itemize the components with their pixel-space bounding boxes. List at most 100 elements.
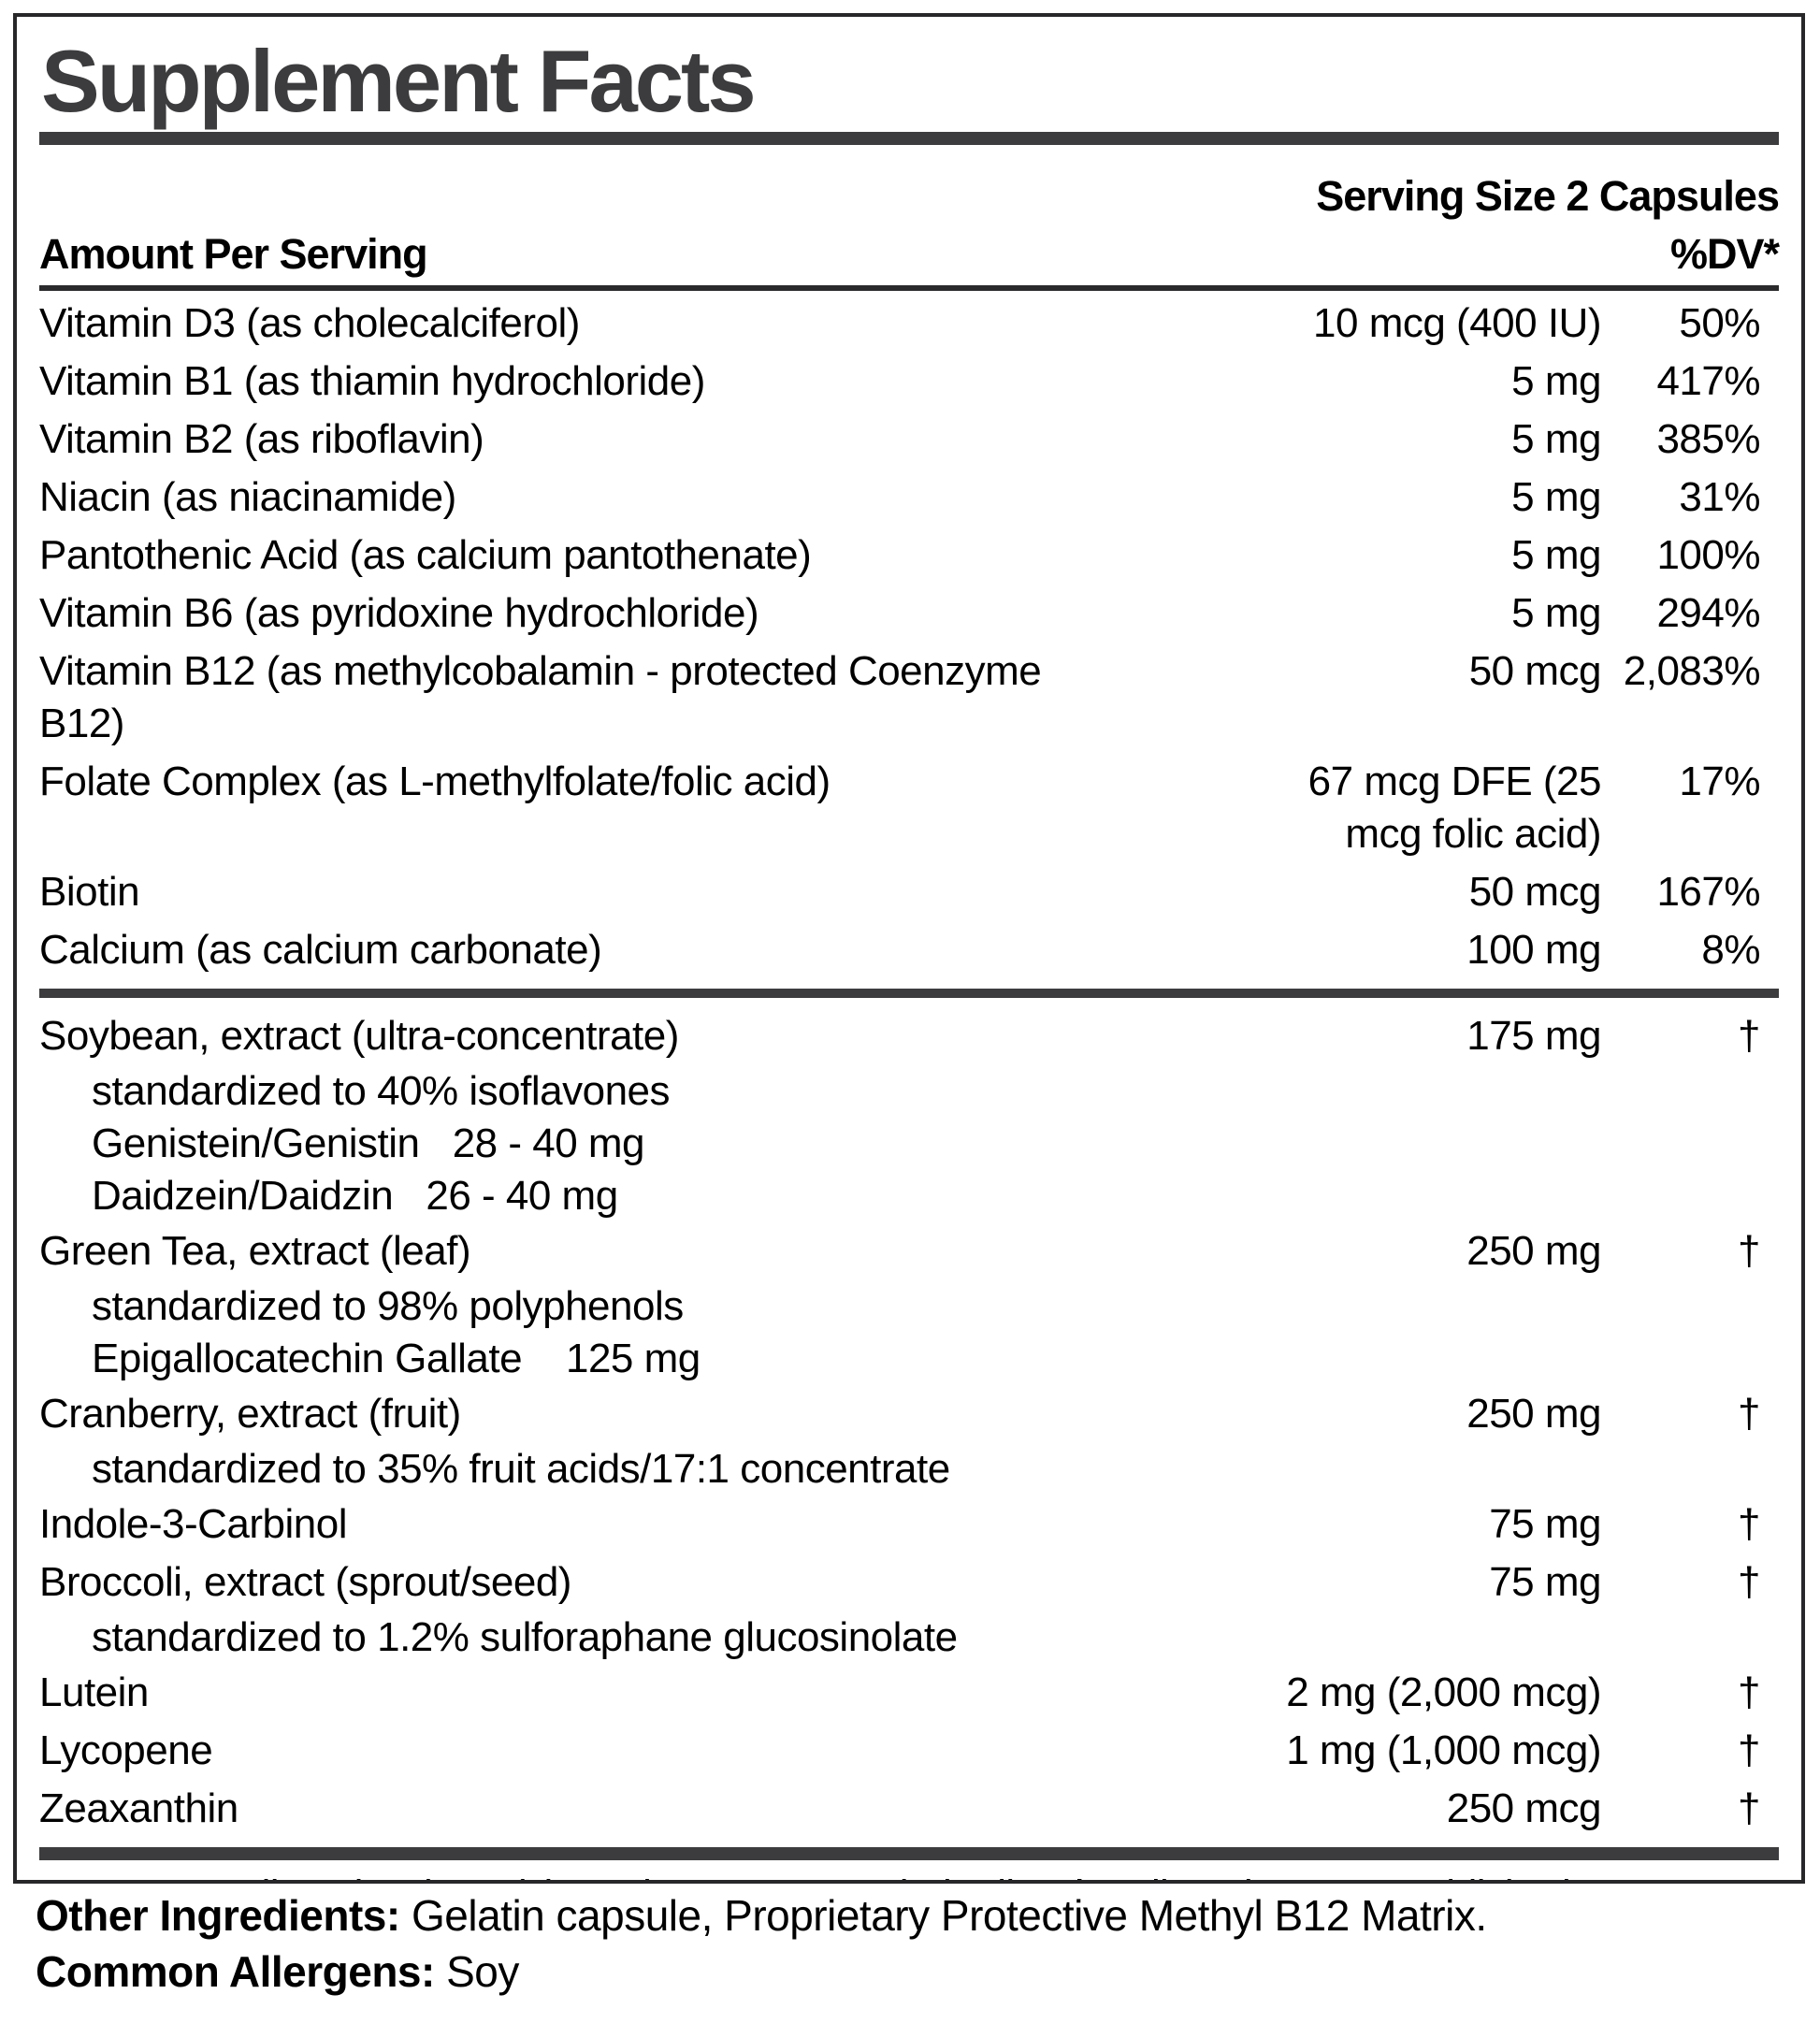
nutrient-name: Broccoli, extract (sprout/seed) <box>39 1558 571 1605</box>
nutrient-row: Folate Complex (as L-methylfolate/folic … <box>39 753 1779 863</box>
nutrient-dv: 2,083% <box>1623 647 1761 694</box>
nutrient-row: Vitamin D3 (as cholecalciferol) 10 mcg (… <box>39 295 1779 353</box>
nutrient-name: Vitamin B6 (as pyridoxine hydrochloride) <box>39 589 759 636</box>
nutrient-name: Genistein/Genistin 28 - 40 mg <box>92 1120 645 1166</box>
below-panel-text: Other Ingredients: Gelatin capsule, Prop… <box>36 1887 1487 2000</box>
nutrient-dv: 100% <box>1656 531 1760 578</box>
nutrient-row: Indole-3-Carbinol 75 mg † <box>39 1496 1779 1553</box>
supplement-facts-panel: Supplement Facts Serving Size 2 Capsules… <box>13 13 1805 1884</box>
title-divider <box>39 131 1779 145</box>
allergens-value: Soy <box>446 1947 519 1996</box>
nutrient-name: Lutein <box>39 1669 149 1715</box>
nutrient-amount: 100 mg <box>1466 926 1601 973</box>
other-ingredients-line: Other Ingredients: Gelatin capsule, Prop… <box>36 1887 1487 1944</box>
nutrient-name: Green Tea, extract (leaf) <box>39 1227 471 1274</box>
nutrient-dv: 31% <box>1679 473 1760 520</box>
nutrient-name: standardized to 35% fruit acids/17:1 con… <box>92 1445 950 1492</box>
nutrient-dv: 167% <box>1656 868 1760 915</box>
nutrient-row: Soybean, extract (ultra-concentrate) 175… <box>39 1007 1779 1065</box>
nutrient-name: Indole-3-Carbinol <box>39 1500 348 1547</box>
amount-per-serving-header: Amount Per Serving <box>39 229 428 278</box>
nutrient-amount: 250 mg <box>1466 1390 1601 1437</box>
nutrient-amount: 250 mg <box>1466 1227 1601 1274</box>
nutrient-row: Lutein 2 mg (2,000 mcg) † <box>39 1664 1779 1722</box>
allergens-label: Common Allergens: <box>36 1947 435 1996</box>
nutrient-row: Niacin (as niacinamide) 5 mg 31% <box>39 469 1779 527</box>
header-divider <box>39 284 1779 291</box>
nutrient-amount: 5 mg <box>1511 357 1601 404</box>
nutrient-name: Vitamin D3 (as cholecalciferol) <box>39 299 580 346</box>
nutrient-dv: † <box>1738 1012 1760 1059</box>
nutrient-name: standardized to 98% polyphenols <box>92 1282 684 1329</box>
nutrient-dv: 8% <box>1701 926 1760 973</box>
nutrient-name: Vitamin B1 (as thiamin hydrochloride) <box>39 357 705 404</box>
nutrient-dv: 385% <box>1656 415 1760 462</box>
nutrient-row: Biotin 50 mcg 167% <box>39 863 1779 921</box>
nutrient-amount: 75 mg <box>1489 1558 1601 1605</box>
nutrient-row: Lycopene 1 mg (1,000 mcg) † <box>39 1722 1779 1780</box>
nutrient-row: Cranberry, extract (fruit) 250 mg † <box>39 1385 1779 1443</box>
nutrient-row: standardized to 40% isoflavones <box>39 1065 1779 1118</box>
nutrient-dv: † <box>1738 1727 1760 1773</box>
nutrient-name: Vitamin B2 (as riboflavin) <box>39 415 484 462</box>
nutrient-name: Calcium (as calcium carbonate) <box>39 926 602 973</box>
nutrient-dv: 17% <box>1679 758 1760 804</box>
nutrient-row: Vitamin B12 (as methylcobalamin - protec… <box>39 643 1779 753</box>
nutrient-name: standardized to 40% isoflavones <box>92 1067 671 1114</box>
nutrient-row: Daidzein/Daidzin 26 - 40 mg <box>39 1170 1779 1222</box>
nutrient-dv: † <box>1738 1390 1760 1437</box>
allergens-line: Common Allergens: Soy <box>36 1944 1487 2000</box>
nutrient-amount: 5 mg <box>1511 531 1601 578</box>
nutrient-amount: 5 mg <box>1511 473 1601 520</box>
nutrient-amount: 67 mcg DFE (25 mcg folic acid) <box>1307 758 1602 857</box>
nutrient-amount: 175 mg <box>1466 1012 1601 1059</box>
nutrient-name: Soybean, extract (ultra-concentrate) <box>39 1012 679 1059</box>
nutrient-name: Lycopene <box>39 1727 213 1773</box>
nutrient-name: Biotin <box>39 868 140 915</box>
nutrient-row: Vitamin B1 (as thiamin hydrochloride) 5 … <box>39 353 1779 411</box>
nutrient-row: Vitamin B6 (as pyridoxine hydrochloride)… <box>39 585 1779 643</box>
nutrient-amount: 250 mcg <box>1446 1785 1602 1831</box>
dv-column-header: %DV* <box>1669 229 1780 278</box>
nutrient-row: Genistein/Genistin 28 - 40 mg <box>39 1118 1779 1170</box>
nutrient-row: Epigallocatechin Gallate 125 mg <box>39 1333 1779 1385</box>
nutrient-amount: 50 mcg <box>1468 868 1602 915</box>
nutrient-row: Zeaxanthin 250 mcg † <box>39 1780 1779 1838</box>
footnote-divider <box>39 1846 1779 1860</box>
nutrient-name: Epigallocatechin Gallate 125 mg <box>92 1335 701 1381</box>
nutrient-amount: 5 mg <box>1511 415 1601 462</box>
nutrient-dv: † <box>1738 1227 1760 1274</box>
footnote-text: * Percent Daily Value (%DV) based on a 2… <box>39 1871 1779 1880</box>
nutrient-dv: † <box>1738 1785 1760 1831</box>
nutrient-row: standardized to 98% polyphenols <box>39 1280 1779 1333</box>
nutrient-amount: 2 mg (2,000 mcg) <box>1286 1669 1601 1715</box>
nutrient-dv: † <box>1738 1669 1760 1715</box>
nutrient-name: Daidzein/Daidzin 26 - 40 mg <box>92 1172 618 1219</box>
column-header-row: Amount Per Serving %DV* <box>39 229 1780 278</box>
nutrient-dv: 50% <box>1679 299 1760 346</box>
nutrient-name: Pantothenic Acid (as calcium pantothenat… <box>39 531 812 578</box>
nutrient-rows: Vitamin D3 (as cholecalciferol) 10 mcg (… <box>39 295 1779 1838</box>
nutrient-amount: 5 mg <box>1511 589 1601 636</box>
nutrient-name: Zeaxanthin <box>39 1785 238 1831</box>
nutrient-row: Vitamin B2 (as riboflavin) 5 mg 385% <box>39 411 1779 469</box>
panel-title: Supplement Facts <box>41 32 757 130</box>
nutrient-amount: 50 mcg <box>1468 647 1602 694</box>
nutrient-dv: † <box>1738 1500 1760 1547</box>
nutrient-dv: † <box>1738 1558 1760 1605</box>
nutrient-name: Folate Complex (as L-methylfolate/folic … <box>39 758 831 804</box>
section-divider <box>39 988 1779 998</box>
nutrient-row: Broccoli, extract (sprout/seed) 75 mg † <box>39 1553 1779 1611</box>
nutrient-name: Niacin (as niacinamide) <box>39 473 456 520</box>
nutrient-name: Cranberry, extract (fruit) <box>39 1390 461 1437</box>
serving-size-text: Serving Size 2 Capsules <box>1316 171 1780 220</box>
nutrient-name: Vitamin B12 (as methylcobalamin - protec… <box>39 647 1052 746</box>
nutrient-amount: 10 mcg (400 IU) <box>1313 299 1601 346</box>
other-ingredients-value: Gelatin capsule, Proprietary Protective … <box>412 1891 1487 1940</box>
nutrient-amount: 75 mg <box>1489 1500 1601 1547</box>
nutrient-dv: 294% <box>1656 589 1760 636</box>
nutrient-row: Green Tea, extract (leaf) 250 mg † <box>39 1222 1779 1280</box>
nutrient-row: standardized to 35% fruit acids/17:1 con… <box>39 1443 1779 1496</box>
nutrient-dv: 417% <box>1656 357 1760 404</box>
